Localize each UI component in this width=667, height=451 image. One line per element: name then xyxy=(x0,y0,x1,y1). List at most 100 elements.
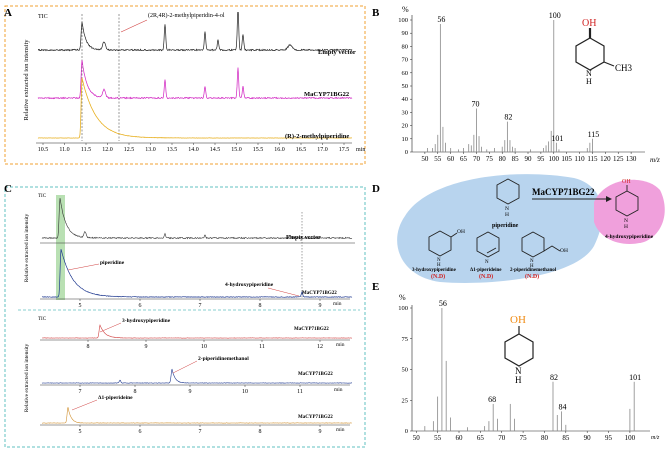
panel-b-y-tick-label: 30 xyxy=(402,109,409,116)
panel-d-d1p-nd: (N.D) xyxy=(479,273,493,280)
panel-b-bars xyxy=(427,20,593,152)
panel-a-annotation-arrow xyxy=(120,19,148,33)
axisA-tick-label: 12.5 xyxy=(124,147,135,153)
panel-d-2pm-nd: (N.D) xyxy=(525,273,539,280)
panel-e-x-tick-label: 70 xyxy=(498,434,506,442)
panel-e-x-tick-label: 65 xyxy=(477,434,485,442)
axisA-tick-label: 17.0 xyxy=(317,147,328,153)
panel-c-ylabel-bottom: Relative extracted ion intensity xyxy=(24,343,30,412)
panel-a-trace-standard xyxy=(37,77,352,139)
panel-c-annot-3hp: 3-hydroxypiperidine xyxy=(122,318,171,324)
panel-e: E % 0 25 50 75 100 50 55 60 65 70 75 80 85 90 95 100 56… xyxy=(372,281,660,442)
panel-b: B % 0 10 20 30 40 50 60 70 80 90 100 50 55 60 65 70 75 80… xyxy=(372,5,660,164)
panel-e-bars xyxy=(424,308,635,431)
panel-c-label-enzyme-top: MaCYP71BG22 xyxy=(302,291,337,296)
panel-d-3hp-oh: OH xyxy=(457,229,465,235)
panel-a-label-empty: Empty vector xyxy=(318,49,356,56)
axisC1-tick-label: 9 xyxy=(145,344,148,350)
panel-e-y-tick-label: 100 xyxy=(398,305,408,312)
panel-d-product-ring xyxy=(615,190,639,217)
panel-c-label-3hp: MaCYP71BG22 xyxy=(294,327,329,332)
panel-b-x-tick-label: 90 xyxy=(525,155,533,163)
panel-a-label-enzyme: MaCYP71BG22 xyxy=(304,91,349,98)
panel-a-annotation: (2R,4R)-2-methylpiperidin-4-ol xyxy=(148,12,225,19)
axisCtop-tick-label: 9 xyxy=(319,303,322,309)
panel-b-peak-label: 82 xyxy=(504,113,512,122)
panel-c-label-d1p: MaCYP71BG22 xyxy=(298,415,333,420)
panel-a-label-standard: (R)-2-methylpiperidine xyxy=(285,133,349,140)
panel-b-y-tick-label: 40 xyxy=(402,96,409,103)
panel-d-3hp-oh-bond xyxy=(450,232,458,238)
panel-c-ylabel-top: Relative extracted ion intensity xyxy=(24,213,30,282)
panel-d-letter: D xyxy=(372,183,380,195)
panel-b-x-tick-label: 50 xyxy=(421,155,429,163)
panel-e-letter: E xyxy=(372,281,379,293)
panel-b-x-tick-label: 115 xyxy=(587,155,598,163)
panel-b-x-tick-label: 100 xyxy=(549,155,560,163)
panel-d-2pm-chain xyxy=(543,245,561,252)
panel-d-product-blob xyxy=(594,179,665,244)
panel-e-structure: OH N H xyxy=(504,314,534,385)
panel-d-2pm-oh: OH xyxy=(560,248,568,254)
panel-d-2pm-h: H xyxy=(530,264,534,269)
panel-e-x-tick-label: 85 xyxy=(562,434,570,442)
panel-b-x-tick-label: 125 xyxy=(613,155,624,163)
panel-e-peak-label: 101 xyxy=(629,373,641,382)
panel-a: A TIC Relative extracted ion intensity (… xyxy=(4,5,366,165)
axisA-tick-label: 10.5 xyxy=(38,147,49,153)
panel-d-2pm-n: N xyxy=(530,259,534,264)
panel-e-y-unit: % xyxy=(399,293,406,302)
panel-c-bottom-tic: TIC xyxy=(38,317,47,322)
panel-e-y-tick-label: 50 xyxy=(402,367,409,374)
panel-c-top-tic: TIC xyxy=(38,194,47,199)
panel-b-ticks: 0 10 20 30 40 50 60 70 80 90 100 50 55 60 65 70 75 80 85 90… xyxy=(398,17,637,163)
panel-b-y-tick-label: 0 xyxy=(405,149,408,156)
panel-c-arrow-3hp xyxy=(99,322,122,333)
panel-b-y-tick-label: 90 xyxy=(402,30,409,37)
panel-b-peak-labels: 56 100 70 82 101 115 xyxy=(437,11,599,143)
panel-b-letter: B xyxy=(372,7,380,19)
panel-b-me-bond xyxy=(603,61,615,67)
axisC3-tick-label: 7 xyxy=(199,429,202,435)
panel-b-x-tick-label: 65 xyxy=(460,155,468,163)
panel-c-ticks-3hp: 8 9 10 11 12 min xyxy=(87,340,345,350)
panel-e-peak-label: 82 xyxy=(550,373,558,382)
axisA-tick-label: 11.5 xyxy=(81,147,91,153)
axisC3-tick-label: 5 xyxy=(79,429,82,435)
panel-c-label-2pm: MaCYP71BG22 xyxy=(298,372,333,377)
panel-b-peak-label: 115 xyxy=(588,130,600,139)
panel-d-2pm-ring xyxy=(521,231,545,258)
panel-a-x-ticks: 10.5 11.0 11.5 12.0 12.5 13.0 13.5 14.0 14.5 15.0… xyxy=(38,143,365,153)
panel-b-x-tick-label: 55 xyxy=(434,155,442,163)
panel-c-frame xyxy=(4,186,366,448)
axisCtop-tick-label: 5 xyxy=(79,303,82,309)
panel-e-x-tick-label: 55 xyxy=(434,434,442,442)
panel-d: D N H piperidine MaCYP71BG22 OH N H 4-hy… xyxy=(372,174,665,283)
panel-c-label-empty: Empty vector xyxy=(286,235,321,241)
panel-c-annot-d1p: Δ1-piperideine xyxy=(98,395,133,401)
panel-c-annot-2pm: 2-piperidinemethanol xyxy=(198,356,249,362)
axisC1-tick-label: 12 xyxy=(317,344,323,350)
panel-d-d1p-double xyxy=(486,247,497,254)
panel-c-highlight xyxy=(56,195,65,300)
panel-b-x-tick-label: 130 xyxy=(626,155,637,163)
panel-e-ring xyxy=(504,333,534,367)
panel-b-x-unit: m/z xyxy=(650,156,660,164)
panel-b-x-tick-label: 70 xyxy=(473,155,481,163)
panel-b-peak-label: 100 xyxy=(549,11,561,20)
panel-c-trace-empty xyxy=(41,198,353,240)
axisC2-tick-label: 11 xyxy=(297,389,303,395)
axisA-tick-label: 13.5 xyxy=(167,147,178,153)
panel-b-peak-label: 70 xyxy=(471,99,479,108)
panel-c-letter: C xyxy=(4,183,12,195)
panel-e-y-tick-label: 75 xyxy=(402,336,409,343)
panel-b-ch3: CH3 xyxy=(615,63,633,73)
panel-e-x-tick-label: 100 xyxy=(625,434,636,442)
panel-b-x-tick-label: 120 xyxy=(600,155,611,163)
axisA-tick-label: 17.5 xyxy=(339,147,350,153)
panel-b-oh: OH xyxy=(582,18,596,29)
panel-c-annot-piperidine: piperidine xyxy=(100,260,125,266)
panel-b-x-tick-label: 85 xyxy=(512,155,520,163)
panel-e-x-tick-label: 90 xyxy=(584,434,592,442)
